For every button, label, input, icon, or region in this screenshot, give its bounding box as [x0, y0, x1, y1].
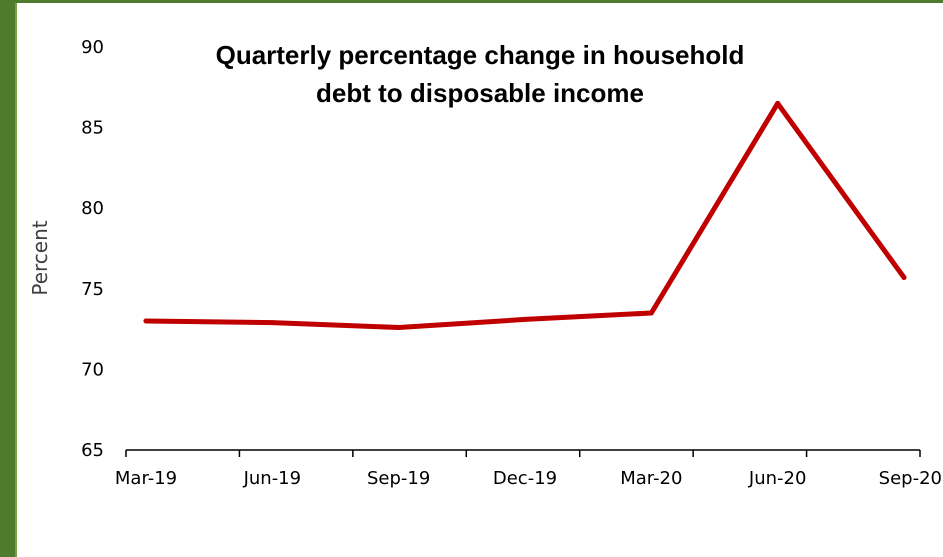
y-tick-label: 65: [81, 440, 104, 461]
series-line: [143, 100, 907, 330]
frame-inner-line: [15, 3, 17, 557]
data-point: [269, 320, 275, 326]
y-axis-label: Percent: [28, 220, 52, 295]
chart-title-line-2: debt to disposable income: [316, 78, 644, 108]
data-point: [522, 316, 528, 322]
data-point: [901, 275, 907, 281]
y-tick-label: 80: [81, 198, 104, 219]
x-tick-label: Sep-19: [367, 468, 430, 489]
x-tick-label: Jun-20: [748, 468, 807, 489]
x-tick-label: Jun-19: [243, 468, 302, 489]
x-axis: [125, 449, 921, 457]
data-point: [648, 310, 654, 316]
chart-title-line-1: Quarterly percentage change in household: [216, 40, 745, 70]
y-tick-label: 75: [81, 279, 104, 300]
y-tick-label: 70: [81, 359, 104, 380]
x-tick-label: Dec-19: [493, 468, 557, 489]
data-point: [396, 324, 402, 330]
y-tick-label: 85: [81, 118, 104, 139]
x-tick-labels: Mar-19 Jun-19 Sep-19 Dec-19 Mar-20 Jun-20 Sep-…: [115, 468, 942, 489]
x-tick-label: Sep-20: [879, 468, 942, 489]
x-tick-label: Mar-19: [115, 468, 177, 489]
data-point: [775, 100, 781, 106]
data-series: [143, 100, 907, 330]
x-tick-label: Mar-20: [620, 468, 682, 489]
data-point: [143, 318, 149, 324]
y-tick-labels: 65 70 75 80 85 90: [81, 37, 104, 461]
y-tick-label: 90: [81, 37, 104, 58]
